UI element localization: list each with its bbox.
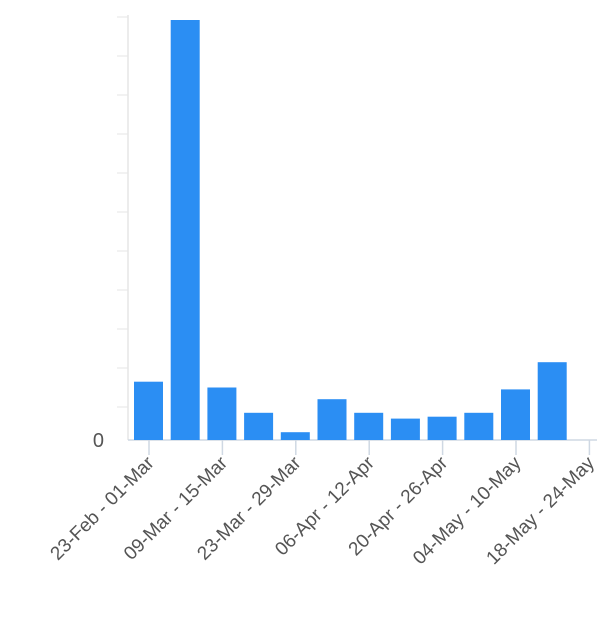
x-axis-ticks <box>148 440 591 455</box>
bars <box>134 20 567 440</box>
bar <box>134 381 163 440</box>
bar <box>207 387 237 440</box>
bar <box>501 389 530 440</box>
bar <box>244 412 274 440</box>
bar <box>464 412 494 440</box>
y-tick-label-0: 0 <box>93 430 104 452</box>
bar <box>280 432 310 440</box>
bar <box>427 416 457 440</box>
bar <box>537 362 567 440</box>
bar <box>390 418 420 440</box>
bar <box>354 412 384 440</box>
y-axis-minor-ticks <box>117 16 128 408</box>
bar <box>170 20 200 440</box>
bar <box>317 399 347 440</box>
